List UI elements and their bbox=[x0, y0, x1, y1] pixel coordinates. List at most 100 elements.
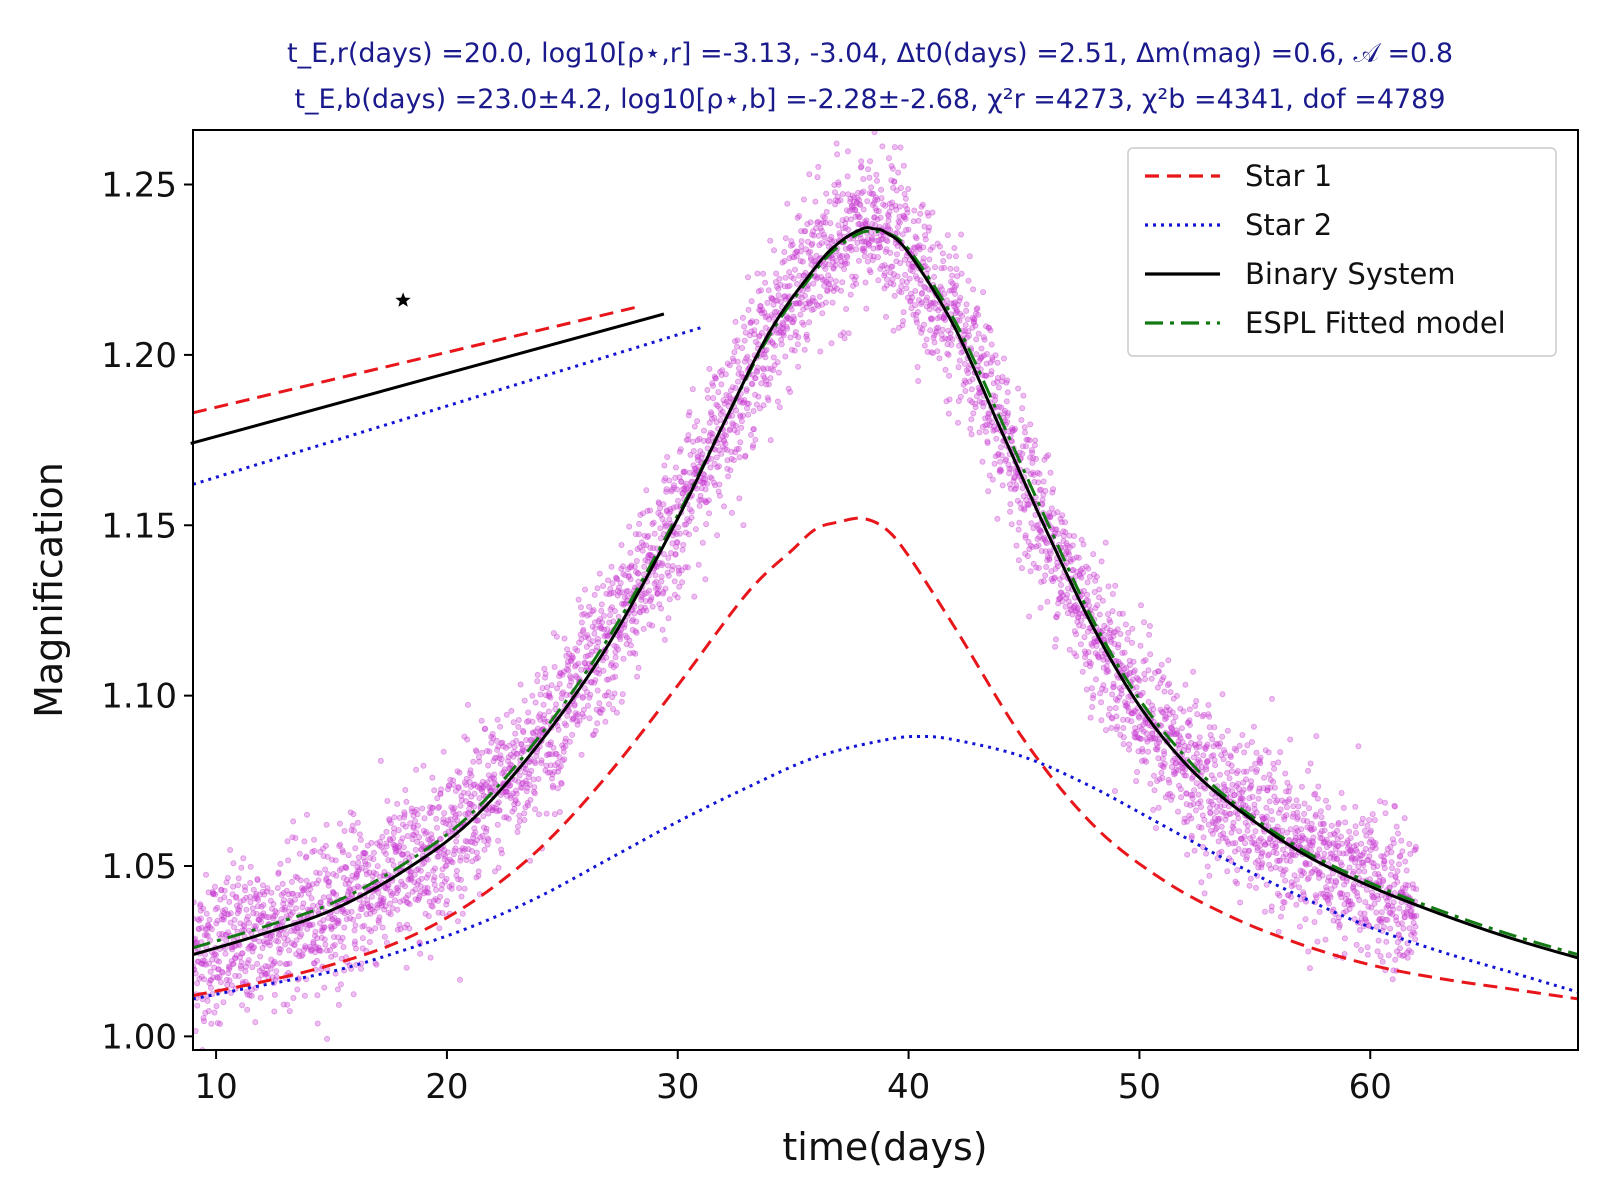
scatter-point bbox=[277, 860, 284, 867]
scatter-point bbox=[307, 948, 314, 955]
scatter-point bbox=[1151, 787, 1158, 794]
scatter-point bbox=[1364, 822, 1371, 829]
scatter-point bbox=[494, 716, 501, 723]
scatter-point bbox=[235, 875, 242, 882]
scatter-point bbox=[730, 457, 737, 464]
scatter-point bbox=[1147, 780, 1154, 787]
scatter-point bbox=[968, 416, 975, 423]
scatter-point bbox=[734, 343, 741, 350]
scatter-point bbox=[729, 412, 736, 419]
scatter-point bbox=[1094, 602, 1101, 609]
scatter-point bbox=[592, 677, 599, 684]
scatter-point bbox=[253, 910, 260, 917]
scatter-point bbox=[1102, 539, 1109, 546]
scatter-point bbox=[804, 336, 811, 343]
scatter-point bbox=[391, 825, 398, 832]
scatter-point bbox=[1315, 853, 1322, 860]
scatter-point bbox=[741, 337, 748, 344]
scatter-point bbox=[1138, 735, 1145, 742]
scatter-point bbox=[362, 867, 369, 874]
scatter-point bbox=[739, 314, 746, 321]
scatter-point bbox=[919, 201, 926, 208]
scatter-point bbox=[1263, 881, 1270, 888]
scatter-point bbox=[1109, 691, 1116, 698]
scatter-point bbox=[323, 947, 330, 954]
scatter-point bbox=[342, 864, 349, 871]
scatter-point bbox=[1206, 713, 1213, 720]
scatter-point bbox=[1161, 751, 1168, 758]
scatter-point bbox=[293, 951, 300, 958]
scatter-point bbox=[202, 871, 209, 878]
scatter-point bbox=[615, 646, 622, 653]
scatter-point bbox=[1105, 668, 1112, 675]
scatter-point bbox=[890, 327, 897, 334]
scatter-point bbox=[437, 835, 444, 842]
scatter-point bbox=[1219, 691, 1226, 698]
scatter-point bbox=[284, 838, 291, 845]
scatter-point bbox=[525, 709, 532, 716]
scatter-point bbox=[277, 946, 284, 953]
scatter-point bbox=[532, 806, 539, 813]
scatter-point bbox=[474, 854, 481, 861]
scatter-point bbox=[1186, 733, 1193, 740]
scatter-point bbox=[1265, 823, 1272, 830]
scatter-point bbox=[1052, 643, 1059, 650]
scatter-point bbox=[978, 345, 985, 352]
scatter-point bbox=[324, 853, 331, 860]
scatter-point bbox=[1182, 681, 1189, 688]
scatter-point bbox=[1033, 455, 1040, 462]
scatter-point bbox=[332, 857, 339, 864]
scatter-point bbox=[715, 389, 722, 396]
scatter-point bbox=[515, 717, 522, 724]
scatter-point bbox=[1263, 804, 1270, 811]
scatter-point bbox=[834, 151, 841, 158]
scatter-point bbox=[972, 322, 979, 329]
scatter-point bbox=[934, 348, 941, 355]
scatter-point bbox=[1287, 858, 1294, 865]
scatter-point bbox=[316, 920, 323, 927]
scatter-point bbox=[665, 554, 672, 561]
scatter-point bbox=[970, 286, 977, 293]
scatter-point bbox=[586, 715, 593, 722]
scatter-point bbox=[494, 821, 501, 828]
scatter-point bbox=[809, 240, 816, 247]
scatter-point bbox=[663, 486, 670, 493]
scatter-point bbox=[566, 738, 573, 745]
scatter-point bbox=[321, 984, 328, 991]
scatter-point bbox=[1073, 631, 1080, 638]
scatter-point bbox=[369, 906, 376, 913]
scatter-point bbox=[201, 976, 208, 983]
scatter-point bbox=[202, 961, 209, 968]
scatter-point bbox=[321, 936, 328, 943]
scatter-point bbox=[635, 664, 642, 671]
scatter-point bbox=[874, 177, 881, 184]
scatter-point bbox=[1078, 617, 1085, 624]
scatter-point bbox=[1024, 553, 1031, 560]
scatter-point bbox=[367, 902, 374, 909]
y-tick-label: 1.05 bbox=[101, 847, 177, 887]
scatter-point bbox=[340, 906, 347, 913]
scatter-point bbox=[998, 467, 1005, 474]
scatter-point bbox=[193, 935, 198, 942]
scatter-point bbox=[803, 331, 810, 338]
scatter-point bbox=[362, 861, 369, 868]
scatter-point bbox=[351, 927, 358, 934]
scatter-point bbox=[291, 942, 298, 949]
scatter-point bbox=[1279, 905, 1286, 912]
scatter-point bbox=[606, 701, 613, 708]
scatter-point bbox=[599, 619, 606, 626]
scatter-point bbox=[347, 877, 354, 884]
scatter-point bbox=[1318, 814, 1325, 821]
scatter-point bbox=[1054, 563, 1061, 570]
scatter-point bbox=[227, 847, 234, 854]
scatter-point bbox=[237, 965, 244, 972]
scatter-point bbox=[350, 827, 357, 834]
scatter-point bbox=[347, 809, 354, 816]
scatter-point bbox=[352, 845, 359, 852]
scatter-point bbox=[1224, 727, 1231, 734]
scatter-point bbox=[657, 525, 664, 532]
scatter-point bbox=[281, 906, 288, 913]
scatter-point bbox=[853, 246, 860, 253]
scatter-point bbox=[1233, 747, 1240, 754]
scatter-point bbox=[782, 235, 789, 242]
